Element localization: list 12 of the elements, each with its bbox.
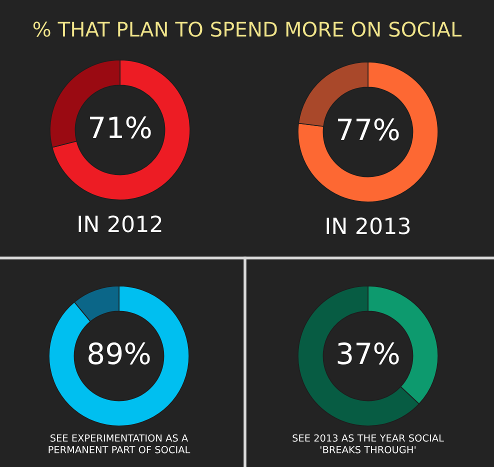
- donut-slice: [298, 62, 438, 202]
- data-label: 71%: [90, 116, 151, 138]
- data-label: 77%: [338, 118, 399, 140]
- donut-slice: [48, 286, 190, 426]
- text: IN 2013: [326, 218, 410, 234]
- text: SEE 2013 AS THE YEAR SOCIAL 'BREAKS THROUGH': [292, 434, 444, 454]
- data-label: 89%: [88, 342, 150, 364]
- text: IN 2012: [78, 216, 162, 232]
- donut-slice: [52, 60, 190, 200]
- data-label: 37%: [338, 342, 399, 364]
- text: % THAT PLAN TO SPEND MORE ON SOCIAL: [33, 22, 462, 37]
- text: SEE EXPERIMENTATION AS A PERMANENT PART OF SOCIAL: [48, 434, 190, 454]
